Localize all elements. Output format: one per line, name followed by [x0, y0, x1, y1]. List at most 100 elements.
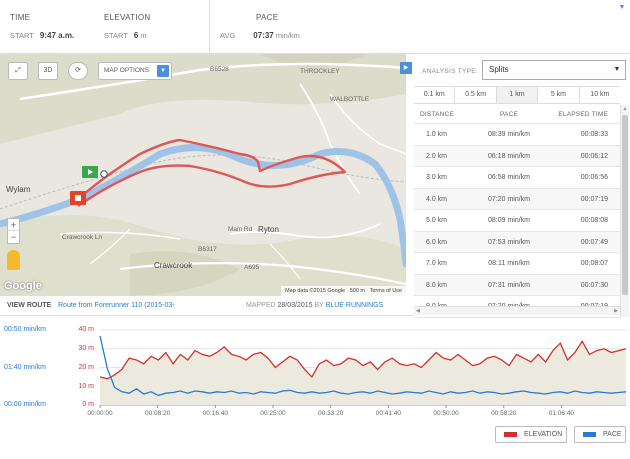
legend-elevation-swatch — [504, 432, 517, 437]
table-row[interactable]: 7.0 km 08:11 min/km 00:08:07 — [414, 253, 620, 275]
split-distance: 6.0 km — [426, 238, 448, 246]
elevation-tick-label: 20 m — [78, 364, 94, 371]
x-tick-label: 00:58:20 — [491, 410, 517, 417]
elevation-tick-label: 30 m — [78, 345, 94, 352]
table-row[interactable]: 4.0 km 07:20 min/km 00:07:19 — [414, 188, 620, 210]
split-pace: 06:58 min/km — [487, 174, 531, 181]
zoom-in-button[interactable]: + — [8, 219, 19, 231]
legend-elevation-button[interactable]: ELEVATION — [495, 426, 567, 443]
map-options-dropdown[interactable]: MAP OPTIONS ▼ — [98, 62, 172, 80]
route-map[interactable]: ⤢ 3D ⟳ MAP OPTIONS ▼ B6528 THROCKLEY WAL… — [0, 54, 406, 296]
place-label-throckley: THROCKLEY — [300, 68, 340, 75]
table-row[interactable]: 6.0 km 07:53 min/km 00:07:49 — [414, 231, 620, 253]
legend-pace-button[interactable]: PACE — [574, 426, 626, 443]
scrollbar-thumb[interactable] — [622, 115, 628, 295]
map-3d-button[interactable]: 3D — [38, 62, 58, 80]
table-row[interactable]: 5.0 km 08:09 min/km 00:08:08 — [414, 210, 620, 232]
split-distance: 7.0 km — [426, 260, 448, 267]
time-start: START 9:47 a.m. — [10, 31, 74, 40]
road-label-b6528: B6528 — [210, 66, 229, 73]
pace-label: PACE — [256, 13, 279, 22]
road-label-b6317: B6317 — [198, 246, 217, 253]
split-interval-tabs: 0.1 km 0.5 km 1 km 5 km 10 km — [414, 86, 620, 104]
legend-pace-swatch — [583, 432, 596, 437]
split-pace: 07:53 min/km — [487, 238, 531, 246]
splits-horizontal-scrollbar[interactable]: ◀ ▶ — [414, 306, 620, 315]
tab-0-5-km[interactable]: 0.5 km — [455, 87, 497, 103]
map-options-label: MAP OPTIONS — [104, 67, 150, 74]
road-label-a695: A695 — [244, 264, 260, 271]
finish-marker-icon[interactable] — [70, 190, 90, 208]
split-pace: 08:11 min/km — [488, 260, 530, 267]
splits-table: DISTANCE PACE ELAPSED TIME 1.0 km 08:39 m… — [414, 105, 620, 318]
header-distance: DISTANCE — [420, 111, 454, 118]
x-tick-label: 00:16:40 — [203, 410, 229, 417]
split-elapsed-time: 00:07:19 — [580, 195, 608, 203]
legend-elevation-label: ELEVATION — [524, 431, 563, 438]
place-label-wylam: Wylam — [6, 185, 31, 194]
split-elapsed-time: 00:08:33 — [580, 131, 608, 138]
split-elapsed-time: 00:08:08 — [580, 217, 608, 224]
legend-pace-label: PACE — [603, 431, 622, 438]
time-label: TIME — [10, 13, 31, 22]
splits-scrollbar[interactable]: ▲ — [620, 105, 629, 317]
splits-panel: ANALYSIS TYPE: Splits ▼ 0.1 km 0.5 km 1 … — [414, 54, 630, 318]
route-link[interactable]: Route from Forerunner 110 (2015-03- — [58, 302, 175, 309]
table-row[interactable]: 1.0 km 08:39 min/km 00:08:33 — [414, 124, 620, 146]
elevation-start-label: START — [104, 31, 128, 40]
chevron-right-icon[interactable]: ▶ — [400, 62, 412, 74]
split-distance: 3.0 km — [426, 174, 448, 181]
google-logo: Google — [4, 280, 42, 292]
split-elapsed-time: 00:06:12 — [580, 152, 608, 160]
table-header: DISTANCE PACE ELAPSED TIME — [414, 105, 620, 124]
place-label-crawcrook: Crawcrook — [154, 261, 193, 270]
tab-1-km[interactable]: 1 km — [496, 87, 539, 103]
zoom-control: + − — [7, 218, 20, 244]
split-pace: 07:31 min/km — [487, 281, 531, 289]
table-row[interactable]: 3.0 km 06:58 min/km 00:06:56 — [414, 167, 620, 189]
pace-line — [99, 335, 627, 397]
scroll-right-icon[interactable]: ▶ — [614, 308, 618, 314]
x-tick-label: 00:08:20 — [145, 410, 171, 417]
x-tick-label: 00:33:20 — [318, 410, 344, 417]
pace-avg: AVG 07:37 min/km — [220, 31, 300, 40]
mapped-label: MAPPED — [246, 302, 276, 309]
road-label-main-rd: Main Rd — [228, 226, 253, 233]
fullscreen-icon[interactable]: ⤢ — [8, 62, 28, 80]
mapped-by-link[interactable]: BLUE RUNNINGS — [325, 302, 384, 309]
elevation-area — [100, 341, 626, 405]
split-distance: 8.0 km — [426, 281, 448, 289]
zoom-out-button[interactable]: − — [10, 232, 17, 242]
scroll-up-icon[interactable]: ▲ — [622, 106, 628, 112]
table-row[interactable]: 8.0 km 07:31 min/km 00:07:30 — [414, 274, 620, 296]
chevron-down-icon: ▼ — [613, 66, 621, 73]
map-canvas — [0, 54, 406, 296]
analysis-type-select[interactable]: Splits ▼ — [482, 60, 626, 80]
time-start-value: 9:47 a.m. — [39, 31, 75, 40]
split-distance: 2.0 km — [426, 152, 448, 160]
pace-avg-label: AVG — [220, 31, 236, 40]
pace-tick-label: 01:40 min/km — [4, 364, 47, 371]
table-row[interactable]: 2.0 km 06:18 min/km 00:06:12 — [414, 145, 620, 167]
street-view-icon[interactable] — [7, 250, 20, 270]
map-terms-link[interactable]: Terms of Use — [369, 288, 402, 294]
tab-5-km[interactable]: 5 km — [538, 87, 580, 103]
pace-unit: min/km — [275, 31, 300, 40]
split-elapsed-time: 00:07:30 — [580, 281, 608, 289]
split-pace: 08:09 min/km — [487, 217, 531, 224]
map-scale: 500 m — [349, 288, 365, 294]
time-elevation-section: TIME START 9:47 a.m. ELEVATION START 6 m — [0, 0, 210, 54]
rotate-icon[interactable]: ⟳ — [68, 62, 88, 80]
scroll-left-icon[interactable]: ◀ — [416, 308, 420, 314]
split-elapsed-time: 00:07:49 — [580, 238, 608, 246]
elevation-pace-chart[interactable]: 00:50 min/km 01:40 min/km 00:00 min/km 4… — [0, 318, 630, 423]
start-marker-icon[interactable] — [82, 164, 112, 184]
stats-header: TIME START 9:47 a.m. ELEVATION START 6 m PA… — [0, 0, 630, 54]
collapse-icon[interactable]: ▼ — [618, 4, 626, 11]
chevron-down-icon: ▼ — [157, 65, 169, 77]
tab-0-1-km[interactable]: 0.1 km — [414, 87, 456, 103]
split-distance: 4.0 km — [426, 195, 448, 203]
pace-section: PACE AVG 07:37 min/km ▼ — [210, 0, 630, 54]
tab-10-km[interactable]: 10 km — [590, 91, 610, 98]
mapped-info: MAPPED 28/03/2015 BY BLUE RUNNINGS — [246, 296, 383, 316]
